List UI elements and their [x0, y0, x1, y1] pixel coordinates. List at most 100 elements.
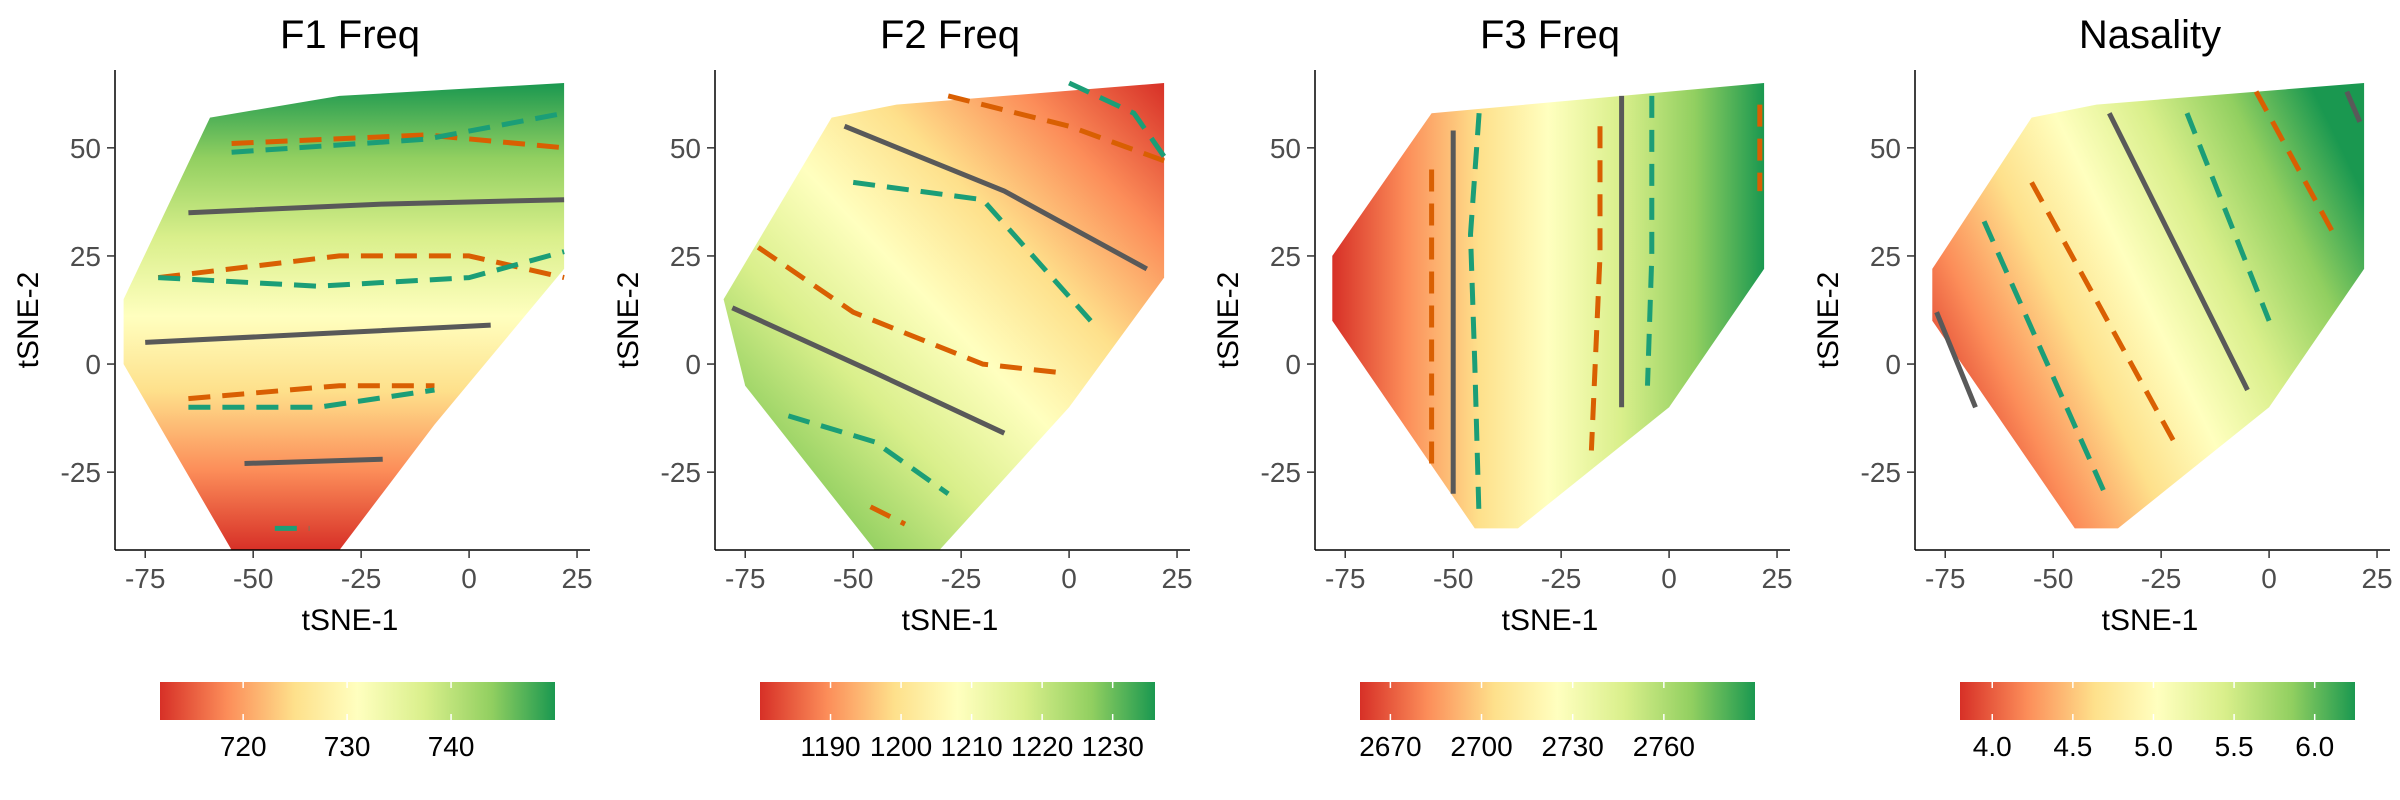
y-tick-label: 50	[670, 133, 701, 164]
colorbar-tick-label: 1220	[1011, 731, 1073, 762]
panel-f2-freq: F2 Freq tSNE-1 tSNE-2 -75 -50 -25 0 25 -25 0 25…	[612, 13, 1193, 762]
y-tick-label: 25	[1270, 241, 1301, 272]
x-axis-title: tSNE-1	[902, 604, 999, 637]
y-tick-label: 0	[685, 349, 701, 380]
colorbar-tick-label: 5.5	[2215, 731, 2254, 762]
contour-line-orange	[1588, 126, 1603, 451]
y-tick-label: -25	[61, 457, 101, 488]
x-tick-label: 0	[1661, 563, 1677, 594]
colorbar-tick-label: 1190	[800, 731, 860, 762]
x-tick-label: 25	[2361, 563, 2392, 594]
contour-line-orange	[188, 383, 435, 402]
y-axis-title: tSNE-2	[1212, 272, 1245, 369]
contour-line-orange	[756, 245, 1061, 376]
contour-line-gray	[145, 322, 491, 345]
colorbar-tick-label: 5.0	[2134, 731, 2173, 762]
contour-line-teal	[852, 179, 1093, 323]
x-axis-title: tSNE-1	[1502, 604, 1599, 637]
colorbar-tick-label: 720	[220, 731, 267, 762]
y-axis-title: tSNE-2	[12, 272, 45, 369]
x-tick-label: -75	[725, 563, 765, 594]
contour-line-orange	[231, 132, 565, 151]
x-tick-label: -50	[233, 563, 273, 594]
colorbar-tick-label: 2760	[1633, 731, 1695, 762]
panel-title: F1 Freq	[280, 13, 420, 57]
y-tick-label: 25	[70, 241, 101, 272]
panel-title: F3 Freq	[1480, 13, 1620, 57]
contour-line-orange	[947, 93, 1165, 164]
colorbar-tick-label: 2700	[1450, 731, 1512, 762]
y-axis-title: tSNE-2	[612, 272, 645, 369]
colorbar-tick-label: 6.0	[2295, 731, 2334, 762]
colorbar-tick-label: 2730	[1542, 731, 1604, 762]
x-tick-label: -50	[1433, 563, 1473, 594]
contour-line-orange	[2253, 90, 2337, 236]
colorbar-tick-label: 2670	[1359, 731, 1421, 762]
panel-title: Nasality	[2079, 13, 2221, 57]
contour-line-teal	[787, 413, 950, 496]
contour-line-teal	[231, 110, 565, 155]
contour-line-teal	[158, 249, 565, 289]
contour-line-gray	[2107, 112, 2250, 392]
x-tick-label: 0	[461, 563, 477, 594]
colorbar-tick-label: 730	[324, 731, 371, 762]
y-tick-label: -25	[661, 457, 701, 488]
heatmap-field	[723, 83, 1165, 550]
colorbar-tick-label: 1200	[870, 731, 932, 762]
colorbar	[1960, 682, 2355, 720]
contour-line-teal	[188, 387, 435, 410]
panel-f3-freq: F3 Freq tSNE-1 tSNE-2 -75 -50 -25 0 25 -25 0 25…	[1212, 13, 1793, 762]
colorbar-tick-label: 4.5	[2053, 731, 2092, 762]
x-tick-label: -25	[2141, 563, 2181, 594]
y-axis-title: tSNE-2	[1812, 272, 1845, 369]
x-tick-label: -25	[1541, 563, 1581, 594]
heatmap-field	[123, 83, 565, 550]
contour-line-gray	[188, 197, 565, 216]
contour-line-orange	[869, 504, 907, 527]
colorbar-tick-label: 1230	[1082, 731, 1144, 762]
x-tick-label: -50	[833, 563, 873, 594]
colorbar-tick-label: 740	[428, 731, 475, 762]
contour-line-teal	[1068, 80, 1167, 158]
contour-line-gray	[843, 123, 1148, 272]
contour-line-teal	[1981, 220, 2108, 495]
contour-line-teal	[1468, 113, 1482, 520]
y-tick-label: 50	[1870, 133, 1901, 164]
y-tick-label: 25	[670, 241, 701, 272]
contour-line-gray	[731, 305, 1006, 436]
y-tick-label: 0	[1285, 349, 1301, 380]
y-tick-label: -25	[1861, 457, 1901, 488]
contour-line-gray	[244, 456, 383, 466]
x-tick-label: -75	[1925, 563, 1965, 594]
heatmap-field	[1332, 83, 1765, 529]
colorbar	[160, 682, 555, 720]
y-tick-label: 25	[1870, 241, 1901, 272]
y-tick-label: -25	[1261, 457, 1301, 488]
panel-f1-freq: F1 Freq tSNE-1 tSNE-2 -75 -50 -25 0 25 -25 0 25…	[12, 13, 593, 762]
x-tick-label: 25	[561, 563, 592, 594]
panel-title: F2 Freq	[880, 13, 1020, 57]
x-tick-label: 0	[1061, 563, 1077, 594]
contour-line-orange	[2029, 181, 2177, 444]
y-tick-label: 50	[70, 133, 101, 164]
y-tick-label: 50	[1270, 133, 1301, 164]
x-tick-label: 0	[2261, 563, 2277, 594]
x-tick-label: 25	[1161, 563, 1192, 594]
contour-line-gray	[2344, 90, 2363, 123]
x-tick-label: -25	[341, 563, 381, 594]
y-tick-label: 0	[1885, 349, 1901, 380]
contour-line-teal	[1645, 95, 1655, 386]
panel-nasality: Nasality tSNE-1 tSNE-2 -75 -50 -25 0 25 -25 0 2…	[1812, 13, 2393, 762]
x-tick-label: -75	[125, 563, 165, 594]
x-axis-title: tSNE-1	[2102, 604, 2199, 637]
x-tick-label: -25	[941, 563, 981, 594]
y-tick-label: 0	[85, 349, 101, 380]
x-tick-label: -75	[1325, 563, 1365, 594]
colorbar-tick-label: 4.0	[1973, 731, 2012, 762]
contour-line-gray	[1934, 311, 1978, 409]
colorbar	[1360, 682, 1755, 720]
x-axis-title: tSNE-1	[302, 604, 399, 637]
x-tick-label: -50	[2033, 563, 2073, 594]
x-tick-label: 25	[1761, 563, 1792, 594]
